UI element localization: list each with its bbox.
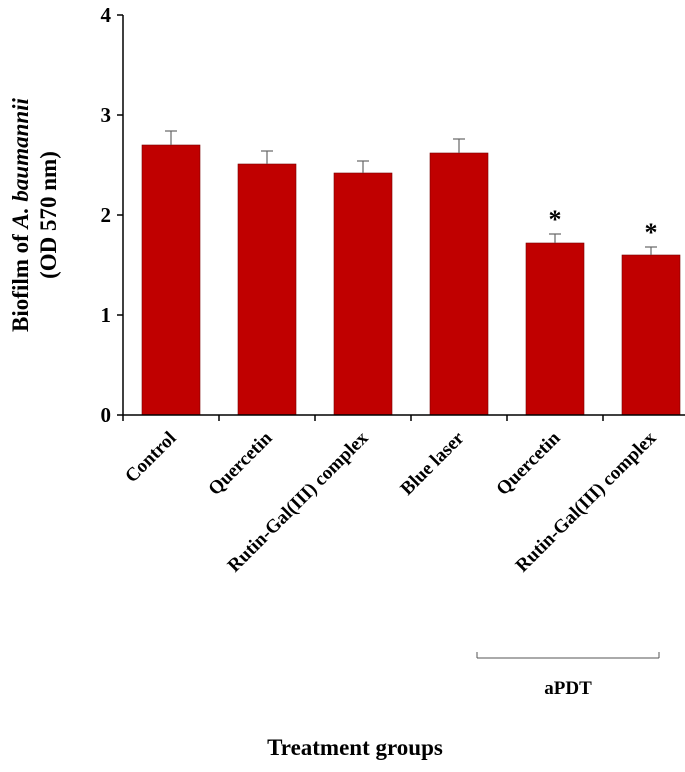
y-axis-title: Biofilm of A. baumannii <box>8 97 33 331</box>
group-bracket-label: aPDT <box>544 678 592 699</box>
group-bracket <box>476 652 660 659</box>
bar <box>429 152 489 416</box>
bar <box>621 254 681 416</box>
significance-marker: * <box>549 205 562 234</box>
bar <box>141 144 201 416</box>
category-label: Control <box>121 428 180 487</box>
category-label: Quercetin <box>492 427 564 499</box>
y-axis-title-species: A. baumannii <box>8 97 33 230</box>
bar <box>525 242 585 416</box>
category-label: Blue laser <box>397 427 469 499</box>
category-label: Quercetin <box>204 427 276 499</box>
y-tick-label: 0 <box>101 403 112 427</box>
error-bars-group <box>165 130 657 255</box>
significance-marker: * <box>645 218 658 247</box>
bars-group <box>141 144 681 416</box>
y-tick-label: 2 <box>101 203 112 227</box>
y-axis-title-unit: (OD 570 nm) <box>36 151 61 279</box>
bar <box>333 172 393 416</box>
x-axis-title: Treatment groups <box>267 735 443 760</box>
y-tick-label: 1 <box>101 303 112 327</box>
bar <box>237 163 297 416</box>
y-ticks-group: 0 1 2 3 4 <box>101 3 123 427</box>
y-tick-label: 4 <box>101 3 112 27</box>
significance-group: * * <box>549 205 658 247</box>
y-axis-title-prefix: Biofilm of <box>8 228 33 332</box>
y-tick-label: 3 <box>101 103 112 127</box>
